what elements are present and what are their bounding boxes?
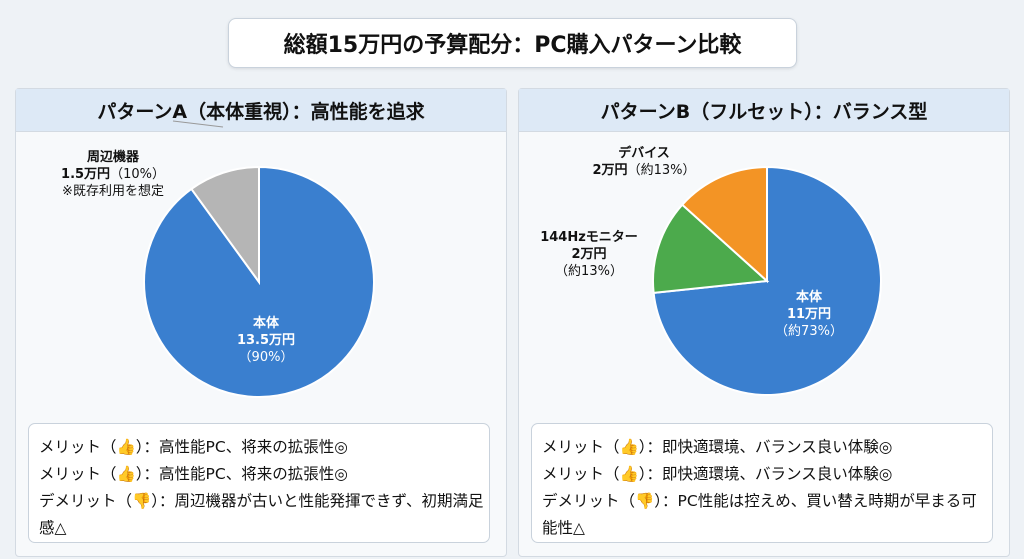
pie-slice-144Hzモニター <box>652 203 770 295</box>
pattern-b-notes: メリット（👍）：即快適環境、バランス良い体験◎ メリット（👍）：即快適環境、バラ… <box>531 423 993 543</box>
slice-label-body: 本体 11万円 （約73%） <box>775 290 843 339</box>
note-demerit: デメリット（👎）：PC性能は控えめ、買い替え時期が早まる可能性△ <box>542 492 977 537</box>
slice-label-devices: デバイス 2万円（約13%） <box>592 146 696 178</box>
slice-label-monitor: 144Hzモニター 2万円 （約13%） <box>540 230 638 279</box>
slice-label-peripherals: 周辺機器 1.5万円（10%） ※既存利用を想定 <box>61 150 165 199</box>
pattern-a-notes: メリット（👍）：高性能PC、将来の拡張性◎ メリット（👍）：高性能PC、将来の拡… <box>28 423 490 543</box>
note-merit: メリット（👍）：高性能PC、将来の拡張性◎ <box>39 438 348 456</box>
pattern-a-pie <box>143 120 375 398</box>
page-title: 総額15万円の予算配分：PC購入パターン比較 <box>228 18 797 68</box>
note-merit: メリット（👍）：即快適環境、バランス良い体験◎ <box>542 465 893 483</box>
note-demerit: デメリット（👎）：周辺機器が古いと性能発揮できず、初期満足感△ <box>39 492 484 537</box>
slice-label-body: 本体 13.5万円 （90%） <box>236 316 296 365</box>
pie-slice-本体 <box>143 165 375 398</box>
leader-line <box>172 120 224 128</box>
note-merit: メリット（👍）：即快適環境、バランス良い体験◎ <box>542 438 893 456</box>
pie-slice-デバイス <box>680 165 768 284</box>
pattern-b-panel: パターンB（フルセット）：バランス型 デバイス 2万円（約13%） 144Hzモ… <box>518 88 1010 557</box>
note-merit: メリット（👍）：高性能PC、将来の拡張性◎ <box>39 465 348 483</box>
pattern-b-title: パターンB（フルセット）：バランス型 <box>519 89 1009 132</box>
pattern-b-pie <box>652 165 882 396</box>
pattern-a-title: パターンA（本体重視）：高性能を追求 <box>16 89 506 132</box>
pattern-a-panel: パターンA（本体重視）：高性能を追求 周辺機器 1.5万円（10%） ※既存利用… <box>15 88 507 557</box>
pie-slice-周辺機器 <box>190 165 260 286</box>
